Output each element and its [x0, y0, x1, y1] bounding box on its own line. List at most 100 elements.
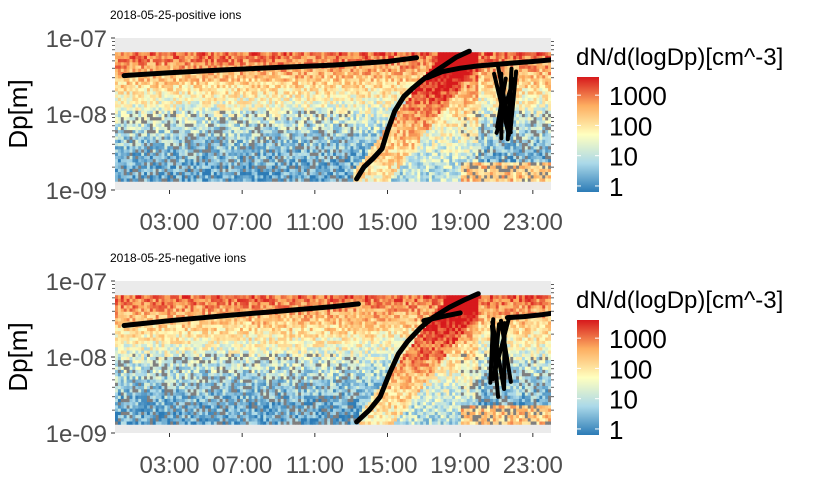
heatmap-cell [242, 97, 247, 102]
heatmap-cell [379, 81, 383, 85]
heatmap-cell [391, 61, 395, 66]
heatmap-cell [135, 132, 139, 137]
heatmap-cell [199, 61, 203, 66]
heatmap-cell [187, 116, 191, 121]
heatmap-cell [205, 178, 209, 182]
heatmap-cell [286, 126, 290, 131]
heatmap-cell [301, 58, 305, 63]
heatmap-cell [144, 78, 148, 82]
heatmap-cell [190, 52, 194, 56]
heatmap-cell [289, 152, 293, 156]
heatmap-cell [152, 87, 157, 92]
heatmap-cell [367, 103, 372, 108]
heatmap-cell [216, 116, 221, 121]
heatmap-cell [202, 155, 206, 160]
heatmap-cell [120, 126, 125, 131]
heatmap-cell [347, 161, 351, 166]
heatmap-cell [242, 136, 247, 140]
heatmap-cell [449, 155, 453, 160]
heatmap-cell [178, 100, 183, 105]
heatmap-cell [257, 145, 261, 150]
heatmap-cell [396, 178, 401, 182]
heatmap-cell [344, 149, 348, 153]
heatmap-cell [341, 149, 346, 153]
heatmap-cell [146, 120, 151, 124]
heatmap-cell [123, 107, 128, 111]
heatmap-cell [126, 90, 130, 95]
heatmap-cell [280, 103, 284, 108]
heatmap-cell [266, 52, 270, 56]
heatmap-cell [184, 136, 189, 140]
heatmap-cell [426, 58, 430, 63]
heatmap-cell [193, 84, 197, 89]
heatmap-cell [306, 107, 311, 111]
heatmap-cell [295, 136, 299, 140]
heatmap-cell [196, 155, 200, 160]
heatmap-cell [376, 165, 380, 169]
heatmap-cell [330, 55, 334, 60]
heatmap-cell [312, 129, 316, 134]
heatmap-cell [117, 84, 122, 89]
heatmap-cell [472, 71, 476, 76]
heatmap-cell [306, 94, 311, 98]
heatmap-cell [280, 110, 284, 114]
heatmap-cell [245, 171, 250, 176]
heatmap-cell [460, 123, 465, 127]
heatmap-cell [318, 103, 322, 108]
heatmap-cell [301, 68, 305, 72]
heatmap-cell [382, 165, 386, 169]
heatmap-cell [469, 123, 473, 127]
heatmap-cell [213, 97, 218, 102]
heatmap-cell [414, 174, 418, 179]
heatmap-cell [469, 61, 473, 66]
heatmap-cell [327, 116, 331, 121]
heatmap-cell [327, 139, 331, 144]
heatmap-cell [417, 90, 421, 95]
heatmap-cell [292, 168, 296, 173]
heatmap-cell [301, 123, 305, 127]
heatmap-cell [388, 132, 392, 137]
heatmap-cell [344, 158, 348, 163]
heatmap-cell [205, 65, 209, 69]
heatmap-cell [330, 97, 334, 102]
heatmap-cell [251, 52, 255, 56]
heatmap-cell [161, 126, 165, 131]
heatmap-cell [373, 74, 377, 79]
heatmap-cell [333, 149, 337, 153]
heatmap-cell [373, 149, 377, 153]
heatmap-cell [146, 74, 151, 79]
heatmap-cell [298, 142, 302, 147]
heatmap-cell [225, 132, 229, 137]
heatmap-cell [443, 171, 447, 176]
heatmap-cell [466, 87, 471, 92]
heatmap-cell [271, 139, 276, 144]
heatmap-cell [321, 110, 325, 114]
heatmap-cell [271, 52, 276, 56]
heatmap-cell [251, 78, 255, 82]
heatmap-cell [141, 158, 145, 163]
heatmap-cell [373, 161, 377, 166]
heatmap-cell [155, 145, 159, 150]
heatmap-cell [257, 132, 261, 137]
heatmap-cell [469, 78, 473, 82]
heatmap-cell [385, 87, 389, 92]
heatmap-cell [295, 174, 299, 179]
heatmap-cell [219, 74, 223, 79]
heatmap-cell [234, 103, 238, 108]
heatmap-cell [129, 149, 133, 153]
heatmap-cell [452, 87, 456, 92]
heatmap-cell [210, 78, 215, 82]
heatmap-cell [248, 171, 253, 176]
heatmap-cell [263, 74, 267, 79]
heatmap-cell [356, 136, 360, 140]
heatmap-cell [347, 55, 351, 60]
heatmap-cell [225, 55, 229, 60]
heatmap-cell [301, 161, 305, 166]
heatmap-cell [274, 97, 279, 102]
heatmap-cell [239, 110, 244, 114]
heatmap-cell [388, 71, 392, 76]
heatmap-cell [303, 113, 308, 118]
heatmap-cell [231, 61, 235, 66]
heatmap-cell [385, 113, 389, 118]
heatmap-cell [298, 129, 302, 134]
